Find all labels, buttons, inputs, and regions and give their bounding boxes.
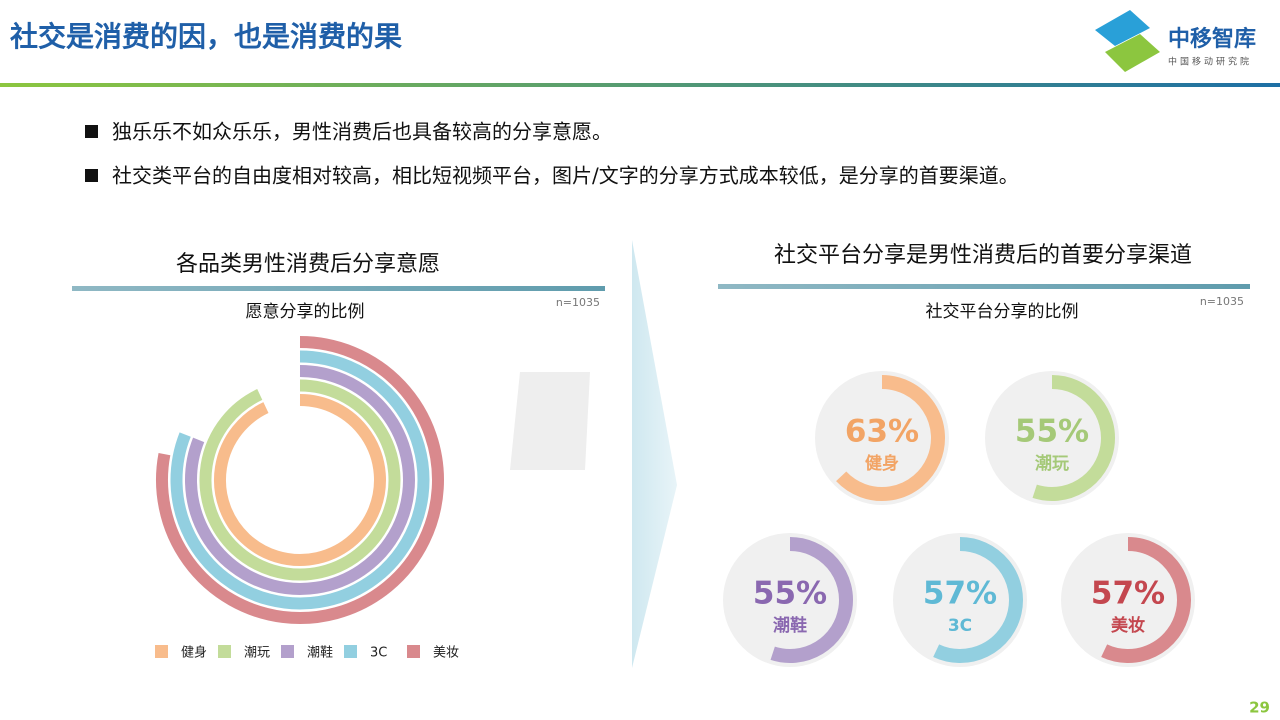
bullet: 社交类平台的自由度相对较高，相比短视频平台，图片/文字的分享方式成本较低，是分享… bbox=[112, 164, 1019, 188]
chart-subtitle: 愿意分享的比例 bbox=[246, 302, 365, 322]
section-title: 社交平台分享是男性消费后的首要分享渠道 bbox=[774, 243, 1192, 268]
gauge-arc bbox=[1101, 537, 1191, 663]
bullet-square bbox=[85, 125, 98, 138]
radial-bar bbox=[199, 379, 401, 581]
bullet: 独乐乐不如众乐乐，男性消费后也具备较高的分享意愿。 bbox=[112, 120, 612, 144]
radial-bar bbox=[156, 336, 444, 624]
gauge-value: 63% bbox=[845, 414, 919, 450]
logo-sub: 中国移动研究院 bbox=[1168, 56, 1252, 68]
gauge-background bbox=[815, 371, 949, 505]
radial-bar bbox=[185, 365, 415, 595]
gauge-label: 3C bbox=[948, 616, 972, 636]
gauge-background bbox=[893, 533, 1027, 667]
sample-note: n=1035 bbox=[556, 296, 600, 309]
gauge-arc bbox=[770, 537, 853, 663]
gauge-label: 潮玩 bbox=[1035, 453, 1069, 474]
legend-label: 潮玩 bbox=[244, 646, 270, 661]
legend-swatch bbox=[155, 645, 168, 658]
legend-swatch bbox=[407, 645, 420, 658]
legend-label: 美妆 bbox=[433, 646, 459, 661]
section-title: 各品类男性消费后分享意愿 bbox=[176, 252, 440, 277]
watermark-shape bbox=[510, 372, 590, 470]
gauge-value: 55% bbox=[753, 576, 827, 612]
bullet-square bbox=[85, 169, 98, 182]
section-line bbox=[718, 284, 1250, 289]
radial-bar bbox=[214, 394, 386, 566]
gauge-label: 健身 bbox=[865, 453, 899, 474]
logo-name: 中移智库 bbox=[1168, 26, 1256, 52]
gauge-background bbox=[723, 533, 857, 667]
gauge-arc bbox=[836, 375, 945, 501]
gauge-arc bbox=[1032, 375, 1115, 501]
section-line bbox=[72, 286, 605, 291]
chart-subtitle: 社交平台分享的比例 bbox=[926, 302, 1079, 322]
sample-note: n=1035 bbox=[1200, 295, 1244, 308]
legend-swatch bbox=[218, 645, 231, 658]
gauge-value: 55% bbox=[1015, 414, 1089, 450]
gauge-background bbox=[985, 371, 1119, 505]
radial-bar bbox=[170, 350, 430, 610]
logo: 中移智库 中国移动研究院 bbox=[1095, 10, 1256, 72]
gauge-value: 57% bbox=[1091, 576, 1165, 612]
legend-swatch bbox=[281, 645, 294, 658]
gauge-arc bbox=[933, 537, 1023, 663]
gauge-label: 潮鞋 bbox=[773, 615, 807, 636]
header-line bbox=[0, 83, 1280, 87]
legend-label: 潮鞋 bbox=[307, 645, 333, 661]
gauge-label: 美妆 bbox=[1111, 615, 1145, 636]
legend-label: 健身 bbox=[181, 645, 207, 661]
slide-title: 社交是消费的因，也是消费的果 bbox=[10, 20, 402, 53]
legend-label: 3C bbox=[370, 646, 387, 661]
legend-swatch bbox=[344, 645, 357, 658]
divider-arrow bbox=[632, 240, 677, 668]
page-number: 29 bbox=[1249, 699, 1270, 717]
gauge-background bbox=[1061, 533, 1195, 667]
gauge-value: 57% bbox=[923, 576, 997, 612]
